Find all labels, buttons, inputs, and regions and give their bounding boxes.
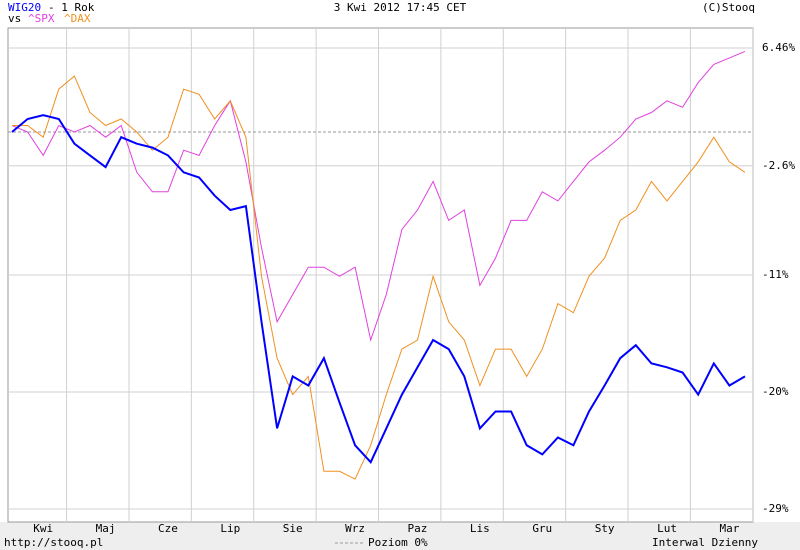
footer-strip xyxy=(0,522,800,550)
y-tick-label: -2.6% xyxy=(762,159,795,172)
subtitle: - 1 Rok xyxy=(48,1,95,14)
vs-label: vs xyxy=(8,12,21,25)
x-tick-label: Mar xyxy=(719,522,739,535)
series-line xyxy=(11,114,746,464)
x-tick-label: Kwi xyxy=(33,522,53,535)
y-tick-label: 6.46% xyxy=(762,41,795,54)
y-tick-label: -20% xyxy=(762,385,789,398)
x-tick-label: Lis xyxy=(470,522,490,535)
x-tick-label: Maj xyxy=(96,522,116,535)
x-tick-label: Wrz xyxy=(345,522,365,535)
source: http://stooq.pl xyxy=(4,536,103,549)
series-line xyxy=(12,75,746,480)
copyright: (C)Stooq xyxy=(702,1,755,14)
x-tick-label: Lut xyxy=(657,522,677,535)
x-tick-label: Lip xyxy=(220,522,240,535)
x-tick-label: Cze xyxy=(158,522,178,535)
x-tick-label: Sie xyxy=(283,522,303,535)
interval: Interwal Dzienny xyxy=(652,536,758,549)
reference-label: Poziom 0% xyxy=(368,536,428,549)
series-line xyxy=(11,50,746,342)
series-name: WIG20 xyxy=(8,1,41,14)
legend-label: ^SPX xyxy=(28,12,55,25)
x-tick-label: Sty xyxy=(595,522,615,535)
y-tick-label: -11% xyxy=(762,268,789,281)
y-tick-label: -29% xyxy=(762,502,789,515)
chart-title: 3 Kwi 2012 17:45 CET xyxy=(334,1,467,14)
x-tick-label: Paz xyxy=(408,522,428,535)
x-tick-label: Gru xyxy=(532,522,552,535)
legend-label: ^DAX xyxy=(64,12,91,25)
